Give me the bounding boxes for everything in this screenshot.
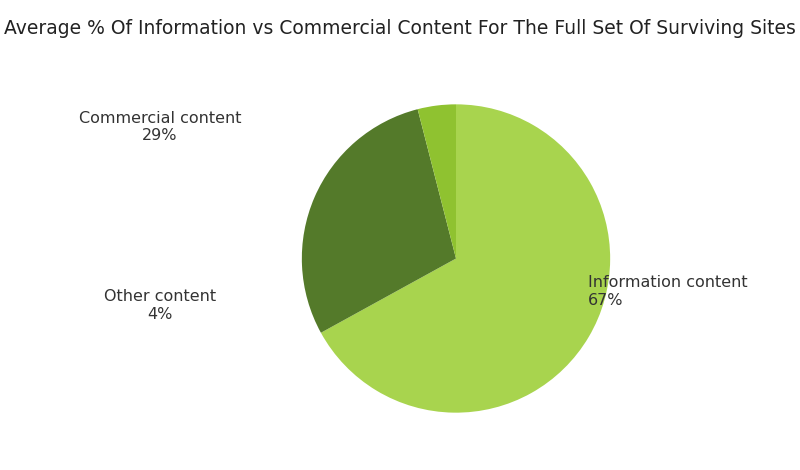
Text: Commercial content
29%: Commercial content 29% [78, 111, 242, 143]
Wedge shape [418, 104, 456, 258]
Wedge shape [302, 109, 456, 333]
Text: Average % Of Information vs Commercial Content For The Full Set Of Surviving Sit: Average % Of Information vs Commercial C… [4, 19, 796, 38]
Wedge shape [321, 104, 610, 413]
Text: Other content
4%: Other content 4% [104, 290, 216, 321]
Text: Information content
67%: Information content 67% [588, 275, 748, 307]
